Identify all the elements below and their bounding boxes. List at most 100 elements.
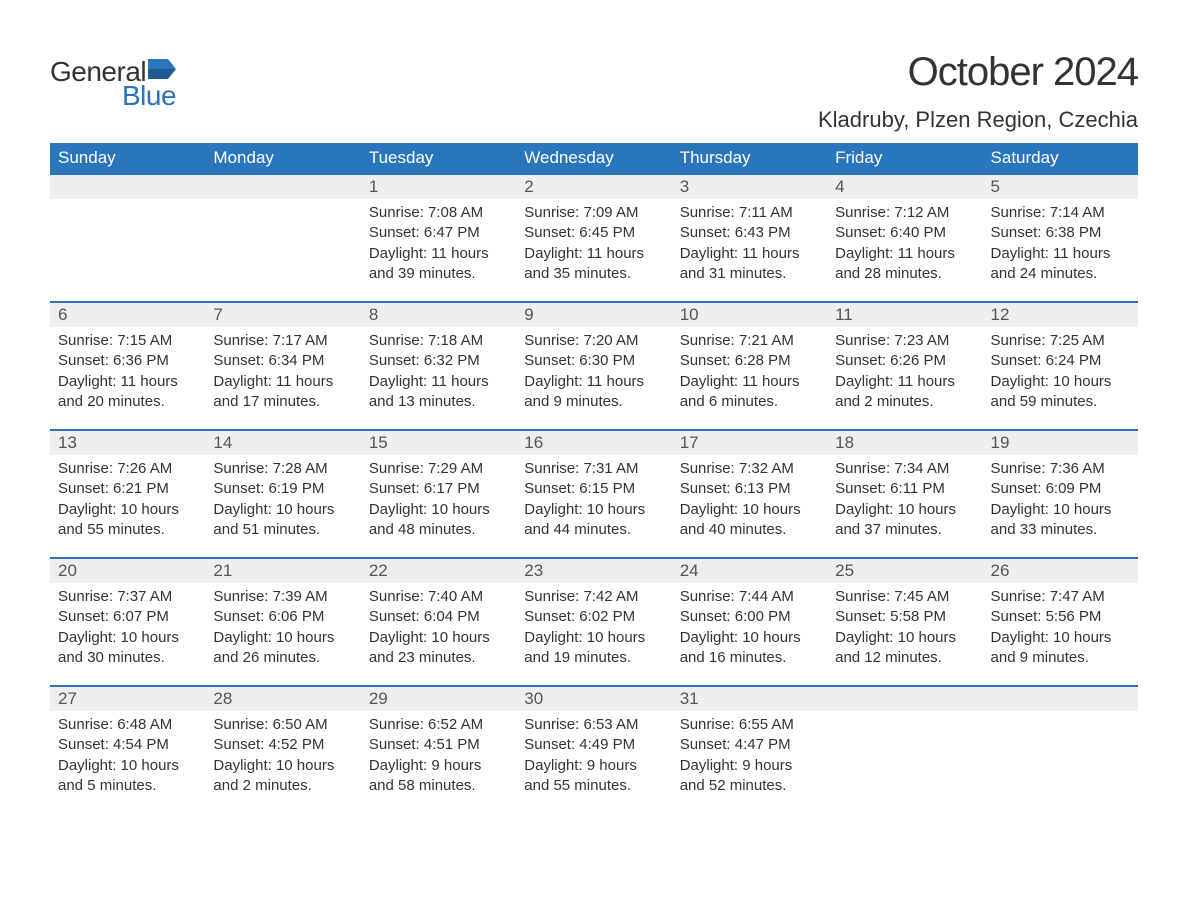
col-header: Wednesday [516,143,671,173]
day-dl2: and 33 minutes. [991,520,1130,540]
day-sunrise: Sunrise: 7:34 AM [835,459,974,479]
day-cell: 29Sunrise: 6:52 AMSunset: 4:51 PMDayligh… [361,685,516,813]
day-sunrise: Sunrise: 7:28 AM [213,459,352,479]
day-sunset: Sunset: 6:15 PM [524,479,663,499]
day-number-bar: 28 [205,685,360,711]
day-dl1: Daylight: 9 hours [524,756,663,776]
title-block: October 2024 Kladruby, Plzen Region, Cze… [818,50,1138,133]
col-header: Sunday [50,143,205,173]
day-number-bar: 26 [983,557,1138,583]
day-number-bar: 12 [983,301,1138,327]
day-cell: 27Sunrise: 6:48 AMSunset: 4:54 PMDayligh… [50,685,205,813]
day-content: Sunrise: 7:40 AMSunset: 6:04 PMDaylight:… [361,583,516,678]
day-dl1: Daylight: 11 hours [369,372,508,392]
day-number-bar: 3 [672,173,827,199]
day-content: Sunrise: 6:55 AMSunset: 4:47 PMDaylight:… [672,711,827,806]
day-sunrise: Sunrise: 7:44 AM [680,587,819,607]
day-sunrise: Sunrise: 7:18 AM [369,331,508,351]
day-dl1: Daylight: 9 hours [369,756,508,776]
day-content: Sunrise: 7:09 AMSunset: 6:45 PMDaylight:… [516,199,671,294]
day-dl1: Daylight: 9 hours [680,756,819,776]
day-dl1: Daylight: 11 hours [680,372,819,392]
day-cell: 4Sunrise: 7:12 AMSunset: 6:40 PMDaylight… [827,173,982,301]
day-sunrise: Sunrise: 7:08 AM [369,203,508,223]
header: General Blue October 2024 Kladruby, Plze… [50,50,1138,133]
day-sunrise: Sunrise: 7:17 AM [213,331,352,351]
calendar-week-row: 20Sunrise: 7:37 AMSunset: 6:07 PMDayligh… [50,557,1138,685]
day-sunrise: Sunrise: 7:21 AM [680,331,819,351]
day-sunset: Sunset: 6:26 PM [835,351,974,371]
day-sunset: Sunset: 6:38 PM [991,223,1130,243]
day-content: Sunrise: 7:11 AMSunset: 6:43 PMDaylight:… [672,199,827,294]
day-content: Sunrise: 7:12 AMSunset: 6:40 PMDaylight:… [827,199,982,294]
day-dl1: Daylight: 10 hours [680,500,819,520]
day-number-bar: 30 [516,685,671,711]
day-sunset: Sunset: 4:52 PM [213,735,352,755]
day-cell: 12Sunrise: 7:25 AMSunset: 6:24 PMDayligh… [983,301,1138,429]
day-cell [50,173,205,301]
day-content: Sunrise: 7:39 AMSunset: 6:06 PMDaylight:… [205,583,360,678]
day-sunrise: Sunrise: 7:15 AM [58,331,197,351]
day-sunset: Sunset: 4:54 PM [58,735,197,755]
day-number-bar: 27 [50,685,205,711]
day-dl2: and 19 minutes. [524,648,663,668]
day-sunset: Sunset: 6:21 PM [58,479,197,499]
day-dl2: and 52 minutes. [680,776,819,796]
day-dl2: and 9 minutes. [524,392,663,412]
day-dl1: Daylight: 10 hours [524,628,663,648]
day-sunset: Sunset: 6:43 PM [680,223,819,243]
day-cell: 13Sunrise: 7:26 AMSunset: 6:21 PMDayligh… [50,429,205,557]
day-number-bar: 11 [827,301,982,327]
logo: General Blue [50,56,178,112]
day-cell: 18Sunrise: 7:34 AMSunset: 6:11 PMDayligh… [827,429,982,557]
day-sunrise: Sunrise: 7:37 AM [58,587,197,607]
day-sunrise: Sunrise: 7:12 AM [835,203,974,223]
day-content: Sunrise: 7:23 AMSunset: 6:26 PMDaylight:… [827,327,982,422]
day-dl2: and 28 minutes. [835,264,974,284]
day-cell: 7Sunrise: 7:17 AMSunset: 6:34 PMDaylight… [205,301,360,429]
day-dl2: and 35 minutes. [524,264,663,284]
day-sunrise: Sunrise: 7:29 AM [369,459,508,479]
day-content: Sunrise: 7:42 AMSunset: 6:02 PMDaylight:… [516,583,671,678]
col-header: Monday [205,143,360,173]
day-content: Sunrise: 7:18 AMSunset: 6:32 PMDaylight:… [361,327,516,422]
day-cell [827,685,982,813]
day-dl1: Daylight: 10 hours [58,756,197,776]
day-sunset: Sunset: 6:28 PM [680,351,819,371]
day-dl2: and 55 minutes. [58,520,197,540]
day-content: Sunrise: 7:32 AMSunset: 6:13 PMDaylight:… [672,455,827,550]
calendar-week-row: 27Sunrise: 6:48 AMSunset: 4:54 PMDayligh… [50,685,1138,813]
day-dl1: Daylight: 11 hours [58,372,197,392]
day-number-bar: 25 [827,557,982,583]
day-dl2: and 9 minutes. [991,648,1130,668]
day-cell: 26Sunrise: 7:47 AMSunset: 5:56 PMDayligh… [983,557,1138,685]
day-number-bar: 31 [672,685,827,711]
day-sunrise: Sunrise: 6:50 AM [213,715,352,735]
day-sunset: Sunset: 6:11 PM [835,479,974,499]
day-content: Sunrise: 7:17 AMSunset: 6:34 PMDaylight:… [205,327,360,422]
day-number-bar: 19 [983,429,1138,455]
day-sunset: Sunset: 5:56 PM [991,607,1130,627]
day-sunrise: Sunrise: 6:52 AM [369,715,508,735]
day-sunrise: Sunrise: 7:09 AM [524,203,663,223]
day-sunrise: Sunrise: 7:14 AM [991,203,1130,223]
day-number-bar-empty [983,685,1138,711]
day-dl1: Daylight: 10 hours [58,628,197,648]
day-dl2: and 2 minutes. [213,776,352,796]
day-dl1: Daylight: 11 hours [524,244,663,264]
day-content: Sunrise: 7:45 AMSunset: 5:58 PMDaylight:… [827,583,982,678]
day-dl1: Daylight: 11 hours [369,244,508,264]
day-number-bar: 29 [361,685,516,711]
day-dl1: Daylight: 11 hours [835,372,974,392]
day-number-bar: 13 [50,429,205,455]
day-content: Sunrise: 7:37 AMSunset: 6:07 PMDaylight:… [50,583,205,678]
day-dl1: Daylight: 10 hours [991,628,1130,648]
day-content: Sunrise: 7:47 AMSunset: 5:56 PMDaylight:… [983,583,1138,678]
day-cell: 28Sunrise: 6:50 AMSunset: 4:52 PMDayligh… [205,685,360,813]
day-content: Sunrise: 7:29 AMSunset: 6:17 PMDaylight:… [361,455,516,550]
day-number-bar: 23 [516,557,671,583]
day-dl2: and 12 minutes. [835,648,974,668]
day-sunrise: Sunrise: 7:26 AM [58,459,197,479]
day-content: Sunrise: 6:50 AMSunset: 4:52 PMDaylight:… [205,711,360,806]
day-sunset: Sunset: 4:49 PM [524,735,663,755]
